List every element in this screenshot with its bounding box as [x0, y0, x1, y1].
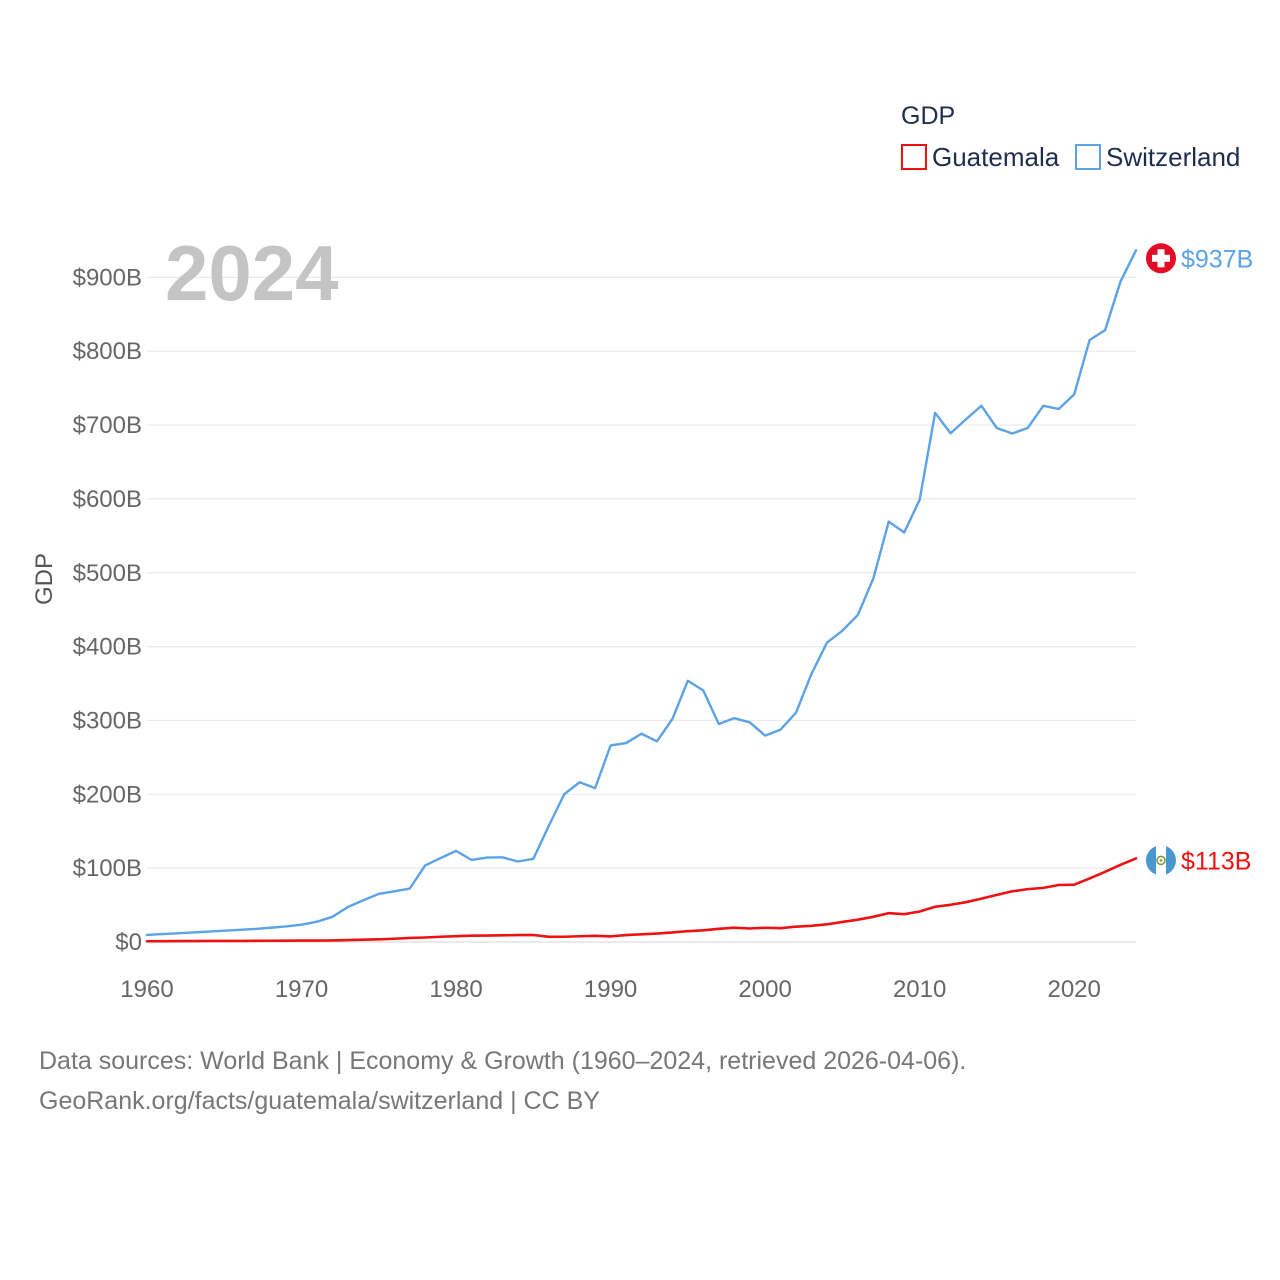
series-lines: [145, 249, 1138, 943]
series-line-switzerland: [145, 249, 1138, 937]
x-tick-label: 2020: [1047, 976, 1100, 1003]
y-tick-label: $0: [115, 929, 142, 956]
end-markers: $937B $113B: [1146, 243, 1253, 876]
switzerland-flag-icon: [1146, 243, 1176, 274]
year-watermark: 2024: [165, 229, 339, 317]
x-tick-label: 1990: [584, 976, 637, 1003]
footer: Data sources: World Bank | Economy & Gro…: [39, 1047, 966, 1115]
source-url-text[interactable]: GeoRank.org/facts/guatemala/switzerland …: [39, 1087, 600, 1115]
y-tick-label: $700B: [73, 412, 142, 439]
legend-item-switzerland[interactable]: Switzerland: [1075, 142, 1240, 172]
series-line-guatemala: [145, 857, 1138, 943]
legend-label-guatemala: Guatemala: [932, 142, 1060, 172]
legend-title: GDP: [901, 102, 955, 130]
x-tick-label: 1980: [429, 976, 482, 1003]
x-tick-label: 2000: [738, 976, 791, 1003]
x-axis: 1960 1970 1980 1990 2000 2010 2020: [120, 976, 1101, 1003]
data-sources-text: Data sources: World Bank | Economy & Gro…: [39, 1047, 966, 1075]
y-tick-label: $800B: [73, 338, 142, 365]
grid-lines: [147, 276, 1136, 943]
y-tick-label: $500B: [73, 560, 142, 587]
y-axis-title: GDP: [31, 553, 58, 605]
x-tick-label: 2010: [893, 976, 946, 1003]
guatemala-flag-icon: [1146, 845, 1176, 876]
y-axis: $0 $100B $200B $300B $400B $500B $600B $700B $80…: [73, 264, 142, 956]
legend-label-switzerland: Switzerland: [1106, 142, 1240, 172]
end-label-guatemala: $113B: [1181, 847, 1251, 875]
legend: GDP Guatemala Switzerland: [901, 102, 1240, 172]
x-tick-label: 1970: [275, 976, 328, 1003]
y-tick-label: $100B: [73, 855, 142, 882]
legend-swatch-switzerland: [1075, 144, 1101, 170]
y-tick-label: $600B: [73, 486, 142, 513]
legend-swatch-guatemala: [901, 144, 927, 170]
end-label-switzerland: $937B: [1181, 245, 1253, 273]
y-tick-label: $400B: [73, 634, 142, 661]
y-tick-label: $200B: [73, 781, 142, 808]
y-tick-label: $900B: [73, 264, 142, 291]
x-tick-label: 1960: [120, 976, 173, 1003]
y-tick-label: $300B: [73, 707, 142, 734]
legend-item-guatemala[interactable]: Guatemala: [901, 142, 1060, 172]
